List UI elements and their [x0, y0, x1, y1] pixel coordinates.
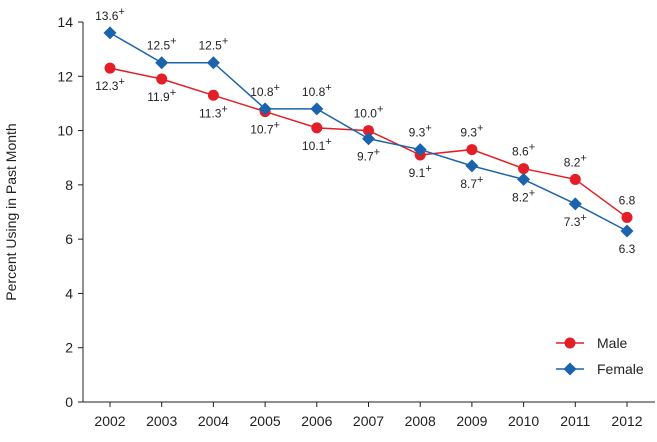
- y-tick-label: 14: [57, 14, 73, 30]
- x-tick-label: 2010: [508, 413, 539, 429]
- significance-marker: +: [222, 36, 228, 48]
- female-data-label: 7.3+: [564, 212, 587, 229]
- male-data-point: [518, 163, 530, 175]
- female-data-label: 12.5+: [147, 36, 177, 53]
- female-data-point: [155, 56, 169, 70]
- x-tick-label: 2006: [301, 413, 332, 429]
- y-tick-label: 4: [65, 285, 73, 301]
- male-data-label: 10.7+: [250, 120, 280, 137]
- significance-marker: +: [274, 82, 280, 94]
- male-data-label: 11.3+: [199, 103, 228, 120]
- legend-male-marker: [564, 337, 576, 349]
- male-data-label: 12.3+: [95, 76, 125, 93]
- significance-marker: +: [377, 104, 383, 116]
- female-data-label: 13.6+: [95, 6, 125, 23]
- female-data-point: [362, 132, 375, 146]
- significance-marker: +: [580, 212, 586, 224]
- female-data-label: 12.5+: [199, 36, 229, 53]
- female-data-point: [413, 143, 427, 157]
- female-data-point: [568, 197, 582, 211]
- significance-marker: +: [325, 136, 331, 148]
- significance-marker: +: [529, 142, 535, 154]
- female-data-label: 10.8+: [250, 82, 280, 99]
- female-data-point: [620, 224, 634, 238]
- y-tick-label: 6: [65, 231, 73, 247]
- female-data-point: [206, 56, 220, 70]
- male-data-point: [363, 125, 374, 137]
- female-data-point: [103, 26, 117, 40]
- significance-marker: +: [477, 123, 483, 135]
- male-data-label: 9.3+: [460, 123, 483, 140]
- significance-marker: +: [170, 36, 176, 48]
- significance-marker: +: [529, 187, 535, 199]
- x-tick-label: 2007: [353, 413, 384, 429]
- significance-marker: +: [374, 147, 380, 159]
- x-tick-label: 2012: [611, 413, 642, 429]
- female-data-label: 9.7+: [357, 147, 380, 164]
- y-tick-label: 12: [57, 68, 73, 84]
- legend-female-marker: [563, 362, 577, 376]
- significance-marker: +: [425, 163, 431, 175]
- significance-marker: +: [477, 174, 483, 186]
- significance-marker: +: [170, 87, 176, 99]
- female-data-label: 9.3+: [409, 123, 432, 140]
- legend-female-label: Female: [597, 361, 644, 377]
- y-tick-label: 0: [65, 394, 73, 410]
- legend-male-label: Male: [597, 335, 628, 351]
- female-data-label: 8.7+: [460, 174, 483, 191]
- male-data-point: [621, 211, 633, 223]
- x-tick-label: 2005: [250, 413, 281, 429]
- significance-marker: +: [325, 82, 331, 94]
- x-tick-label: 2008: [405, 413, 436, 429]
- female-data-point: [258, 102, 272, 116]
- y-tick-label: 10: [57, 123, 73, 139]
- male-data-label: 11.9+: [147, 87, 176, 104]
- x-tick-label: 2009: [456, 413, 487, 429]
- y-tick-label: 2: [65, 340, 73, 356]
- male-data-point: [207, 89, 219, 101]
- significance-marker: +: [425, 123, 431, 135]
- male-data-label: 9.1+: [409, 163, 432, 180]
- significance-marker: +: [274, 120, 280, 132]
- male-data-label: 10.0+: [354, 104, 384, 121]
- female-data-label: 8.2+: [512, 187, 535, 204]
- male-data-point: [156, 73, 168, 85]
- x-tick-label: 2003: [146, 413, 177, 429]
- x-tick-label: 2002: [94, 413, 125, 429]
- male-data-point: [311, 122, 323, 134]
- y-tick-label: 8: [65, 177, 73, 193]
- female-data-point: [310, 102, 324, 116]
- male-data-point: [104, 62, 116, 74]
- female-data-label: 6.3: [619, 242, 636, 256]
- male-data-label: 10.1+: [302, 136, 332, 153]
- male-data-label: 6.8: [619, 193, 636, 207]
- significance-marker: +: [580, 152, 586, 164]
- male-data-label: 8.6+: [512, 142, 535, 159]
- female-data-point: [517, 172, 531, 186]
- significance-marker: +: [118, 6, 124, 18]
- significance-marker: +: [118, 76, 124, 88]
- male-data-label: 8.2+: [564, 152, 587, 169]
- female-data-label: 10.8+: [302, 82, 332, 99]
- significance-marker: +: [221, 103, 227, 115]
- y-axis-label: Percent Using in Past Month: [3, 123, 19, 300]
- male-data-point: [466, 144, 478, 156]
- male-data-point: [569, 173, 581, 185]
- female-data-point: [465, 159, 479, 173]
- x-tick-label: 2004: [198, 413, 229, 429]
- x-tick-label: 2011: [560, 413, 590, 429]
